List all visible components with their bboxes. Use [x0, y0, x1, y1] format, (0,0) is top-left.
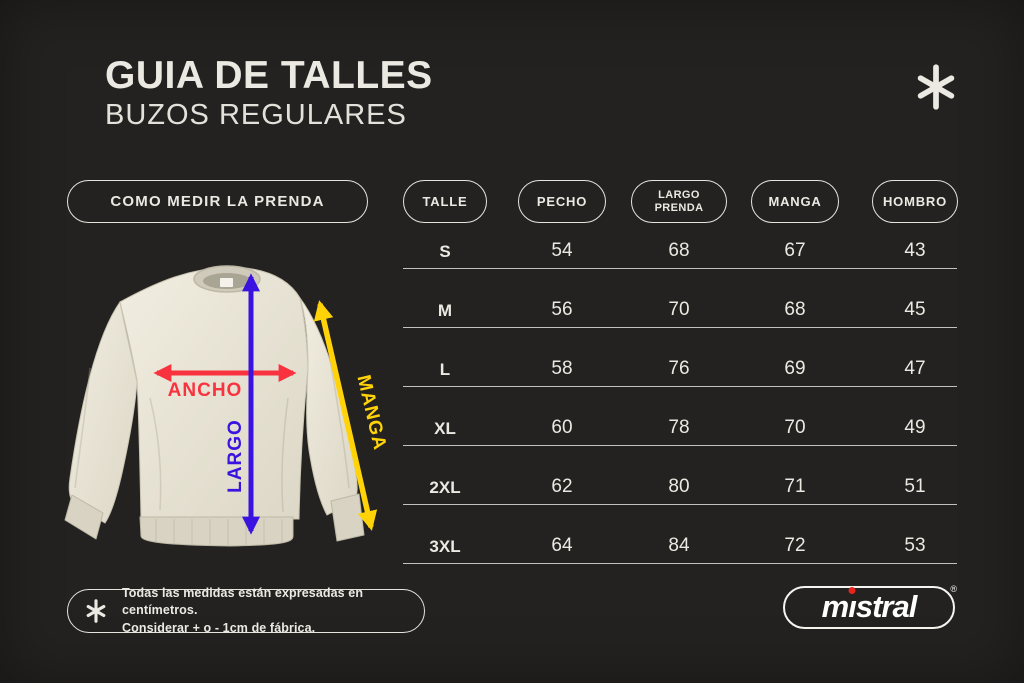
footnote-line-2: Considerar + o - 1cm de fábrica.: [122, 620, 316, 635]
brand-red-dot: [848, 586, 856, 594]
size-row-M: M 56 70 68 45: [403, 269, 957, 328]
cell-pecho-L: 58: [551, 358, 573, 379]
cell-largo_prenda-2XL: 80: [668, 476, 690, 497]
footnote-text: Todas las medidas están expresadas en ce…: [122, 585, 410, 638]
size-row-3XL: 3XL 64 84 72 53: [403, 505, 957, 564]
column-header-manga: MANGA: [751, 180, 839, 223]
size-row-S: S 54 68 67 43: [403, 223, 957, 269]
size-row-2XL: 2XL 62 80 71 51: [403, 446, 957, 505]
size-table: TALLE PECHO LARGO PRENDA MANGA HOMBRO S 54 68 6…: [403, 180, 958, 564]
cell-manga-2XL: 71: [784, 476, 806, 497]
cell-hombro-S: 43: [904, 240, 926, 261]
cell-talle-3XL: 3XL: [429, 537, 461, 556]
footnote-line-1: Todas las medidas están expresadas en ce…: [122, 585, 364, 618]
cell-talle-L: L: [439, 360, 451, 379]
page-subtitle: BUZOS REGULARES: [105, 99, 407, 131]
cell-hombro-M: 45: [904, 299, 926, 320]
cell-hombro-XL: 49: [904, 417, 926, 438]
cell-largo_prenda-S: 68: [668, 240, 690, 261]
brand-wordmark-text: mı stral: [821, 586, 917, 624]
cell-largo_prenda-XL: 78: [668, 417, 690, 438]
cell-talle-S: S: [439, 242, 451, 261]
brand-letter-i: ı: [848, 586, 857, 624]
footnote: Todas las medidas están expresadas en ce…: [67, 586, 425, 635]
cell-pecho-S: 54: [551, 240, 573, 261]
asterisk-icon: [917, 64, 955, 110]
cell-largo_prenda-M: 70: [668, 299, 690, 320]
size-table-body: S 54 68 67 43 M 56 70 68 45 L 58 76 69 47 XL 60 78 70 49 2XL…: [403, 223, 957, 564]
cell-hombro-2XL: 51: [904, 476, 926, 497]
collar-tag: [220, 278, 233, 287]
cell-largo_prenda-L: 76: [668, 358, 690, 379]
column-header-hombro: HOMBRO: [872, 180, 958, 223]
ancho-label: ANCHO: [168, 380, 243, 401]
cell-pecho-2XL: 62: [551, 476, 573, 497]
cell-pecho-M: 56: [551, 299, 573, 320]
cell-manga-M: 68: [784, 299, 806, 320]
footnote-asterisk-icon: [86, 599, 106, 623]
sweatshirt-hem: [139, 516, 294, 547]
size-table-header: TALLE PECHO LARGO PRENDA MANGA HOMBRO: [403, 180, 958, 223]
brand-logo: mı stral ®: [783, 584, 957, 629]
how-to-measure-label: COMO MEDIR LA PRENDA: [110, 193, 325, 210]
page-title: GUIA DE TALLES: [105, 54, 433, 97]
cell-largo_prenda-3XL: 84: [668, 535, 690, 556]
cell-pecho-3XL: 64: [551, 535, 573, 556]
cell-manga-L: 69: [784, 358, 806, 379]
cell-talle-XL: XL: [434, 419, 456, 438]
how-to-measure-button[interactable]: COMO MEDIR LA PRENDA: [67, 180, 368, 223]
cell-manga-XL: 70: [784, 417, 806, 438]
sweatshirt-right-cuff: [330, 493, 365, 542]
column-header-talle: TALLE: [403, 180, 487, 223]
registered-trademark: ®: [950, 584, 957, 594]
column-header-largo_prenda: LARGO PRENDA: [631, 180, 727, 223]
cell-hombro-L: 47: [904, 358, 926, 379]
sweatshirt-measure-diagram: ANCHO LARGO MANGA: [64, 265, 390, 547]
cell-manga-S: 67: [784, 240, 806, 261]
cell-hombro-3XL: 53: [904, 535, 926, 556]
size-row-L: L 58 76 69 47: [403, 328, 957, 387]
cell-pecho-XL: 60: [551, 417, 573, 438]
cell-talle-M: M: [437, 301, 453, 320]
sweatshirt-left-sleeve: [68, 300, 138, 524]
manga-arrow: [313, 300, 378, 531]
column-header-pecho: PECHO: [518, 180, 606, 223]
size-row-XL: XL 60 78 70 49: [403, 387, 957, 446]
sweatshirt-left-cuff: [64, 494, 104, 540]
cell-manga-3XL: 72: [784, 535, 806, 556]
manga-label: MANGA: [352, 373, 390, 453]
largo-label: LARGO: [225, 419, 246, 493]
cell-talle-2XL: 2XL: [429, 478, 461, 497]
